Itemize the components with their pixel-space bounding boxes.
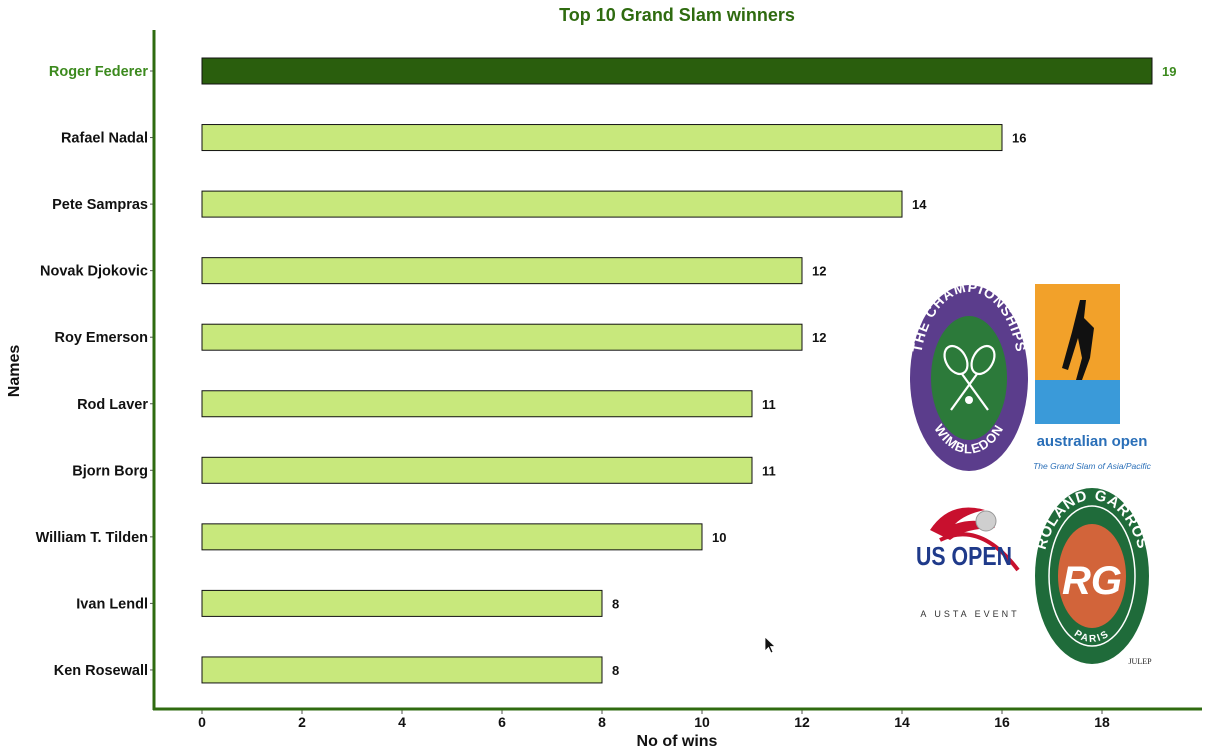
category-label: Pete Sampras	[52, 197, 148, 213]
rg-bottom-text: PARIS	[1072, 628, 1110, 645]
category-label: Ken Rosewall	[54, 663, 148, 679]
bar-rod-laver	[201, 390, 753, 418]
wimbledon-logo: THE CHAMPIONSHIPS WIMBLEDON	[909, 279, 1028, 471]
x-tick-label: 18	[1094, 714, 1110, 730]
svg-text:PARIS: PARIS	[1072, 628, 1112, 645]
bar-roy-emerson	[201, 323, 803, 351]
chart-title: Top 10 Grand Slam winners	[559, 5, 795, 25]
ao-name-text: australian open	[1037, 433, 1148, 450]
category-label: Roy Emerson	[55, 330, 148, 346]
rg-monogram: RG	[1062, 559, 1122, 603]
bars-group	[201, 57, 1153, 684]
value-label: 16	[1012, 131, 1026, 146]
us-open-logo: US OPEN A USTA EVENT	[916, 507, 1020, 619]
category-label: Bjorn Borg	[72, 463, 148, 479]
category-label: William T. Tilden	[36, 530, 148, 546]
flame-icon	[930, 507, 995, 540]
x-tick-label: 14	[894, 714, 910, 730]
value-label: 12	[812, 330, 826, 345]
category-label: Roger Federer	[49, 64, 148, 80]
y-axis-title: Names	[6, 345, 23, 398]
category-label: Ivan Lendl	[76, 596, 148, 612]
x-axis-title: No of wins	[637, 733, 718, 750]
category-label: Rafael Nadal	[61, 131, 148, 147]
bar-bjorn-borg	[201, 456, 753, 484]
x-tick-label: 16	[994, 714, 1010, 730]
x-tick-label: 8	[598, 714, 606, 730]
value-label: 19	[1162, 64, 1176, 79]
value-label: 10	[712, 530, 726, 545]
crossed-rackets-icon	[943, 344, 996, 411]
category-labels: Roger Federer Rafael Nadal Pete Sampras Nov…	[36, 64, 154, 679]
rg-sponsor-text: JULEP	[1128, 657, 1152, 666]
x-tick-label: 10	[694, 714, 710, 730]
value-label: 8	[612, 596, 619, 611]
x-tick-label: 0	[198, 714, 206, 730]
bar-novak-djokovic	[201, 257, 803, 285]
us-open-tagline: A USTA EVENT	[920, 609, 1019, 619]
tennis-ball-icon	[975, 510, 997, 532]
bar-roger-federer	[201, 57, 1153, 85]
bar-ken-rosewall	[201, 656, 603, 684]
x-tick-label: 12	[794, 714, 810, 730]
bar-pete-sampras	[201, 190, 903, 218]
x-axis-ticks: 0 2 4 6 8 10 12 14 16 18	[198, 710, 1110, 730]
x-tick-label: 6	[498, 714, 506, 730]
tennis-player-icon	[1062, 300, 1094, 380]
x-tick-label: 2	[298, 714, 306, 730]
bar-william-t-tilden	[201, 523, 703, 551]
value-label: 14	[912, 197, 927, 212]
value-label: 11	[762, 397, 776, 412]
mouse-cursor-icon	[764, 636, 777, 654]
x-tick-label: 4	[398, 714, 406, 730]
australian-open-logo: australian open The Grand Slam of Asia/P…	[1033, 284, 1152, 471]
category-label: Rod Laver	[77, 397, 148, 413]
roland-garros-logo: ROLAND GARROS PARIS RG JULEP	[1033, 487, 1152, 666]
value-label: 8	[612, 663, 619, 678]
value-labels: 19 16 14 12 12 11 11 10 8 8	[612, 64, 1176, 678]
value-label: 12	[812, 264, 826, 279]
value-label: 11	[762, 463, 776, 478]
ao-tagline-text: The Grand Slam of Asia/Pacific	[1033, 461, 1152, 471]
bar-rafael-nadal	[201, 124, 1003, 152]
us-open-text: US OPEN	[916, 542, 1012, 572]
category-label: Novak Djokovic	[40, 264, 148, 280]
bar-ivan-lendl	[201, 589, 603, 617]
